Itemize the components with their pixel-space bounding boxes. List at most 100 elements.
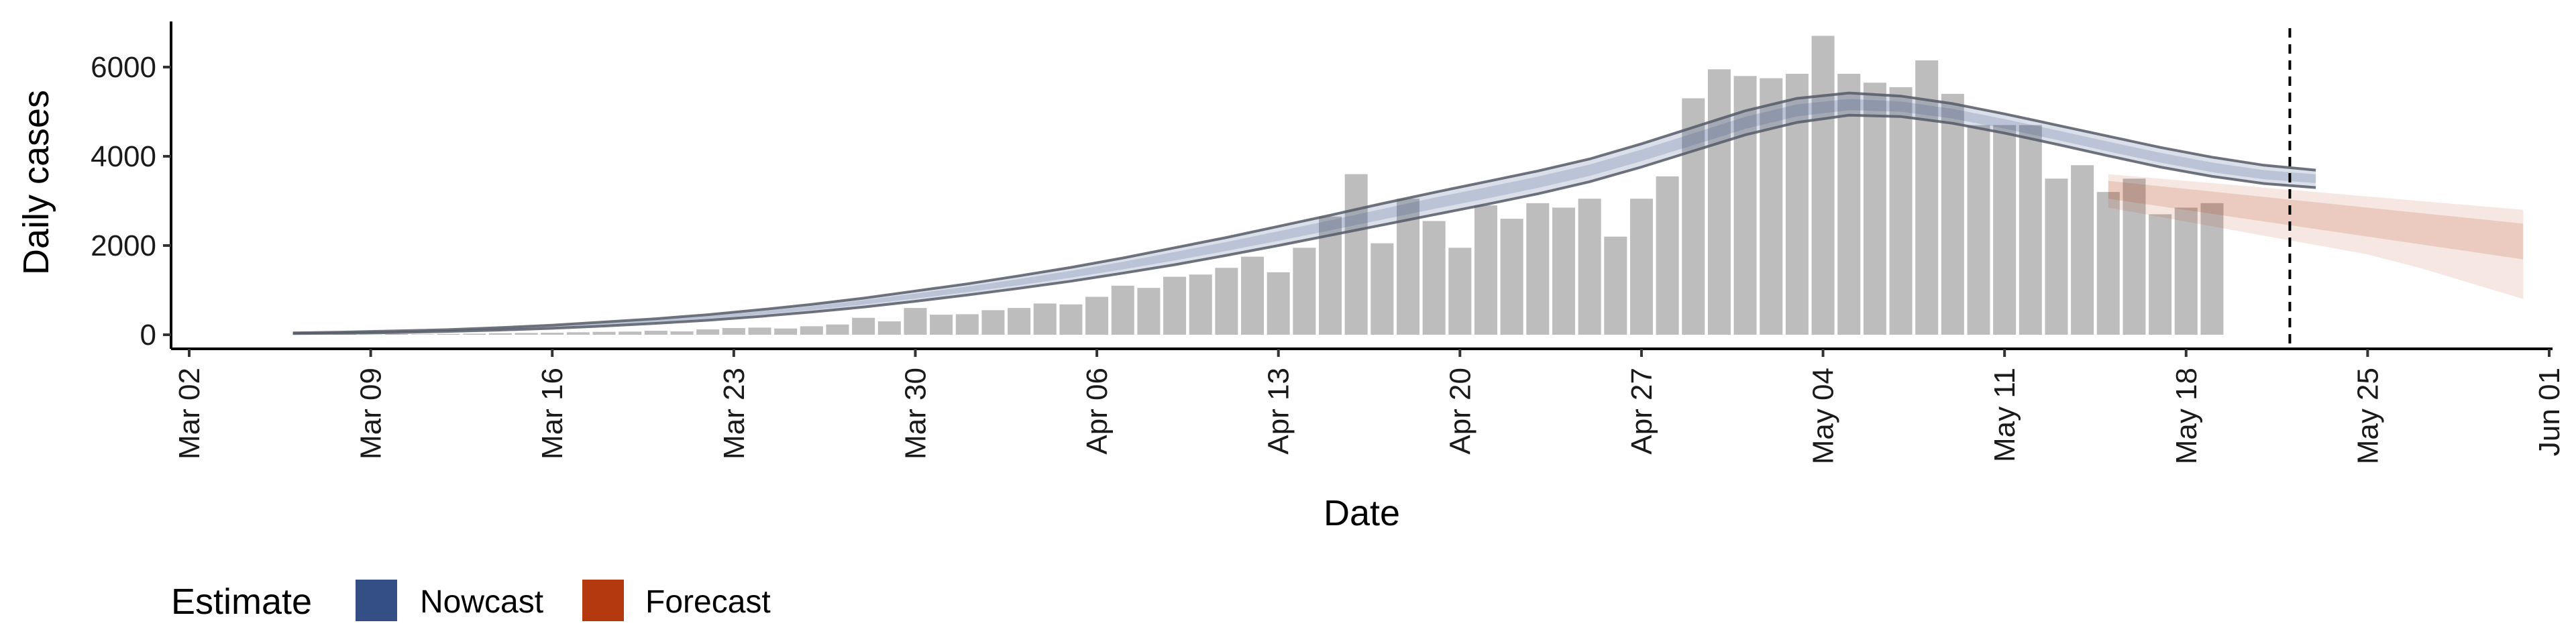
- bar: [1163, 276, 1187, 335]
- bar: [1629, 199, 1653, 335]
- bar: [696, 329, 720, 335]
- legend-title: Estimate: [171, 582, 312, 622]
- y-tick-label: 2000: [91, 229, 156, 262]
- x-tick-label: Jun 01: [2533, 368, 2566, 456]
- bar: [488, 333, 512, 335]
- x-tick-label: Apr 27: [1625, 368, 1658, 455]
- bar: [1967, 125, 1990, 335]
- bar: [2071, 165, 2094, 335]
- legend: Estimate Nowcast Forecast: [171, 580, 771, 622]
- bar: [566, 332, 590, 335]
- bar: [1137, 288, 1161, 335]
- x-tick-label: May 11: [1988, 368, 2021, 462]
- legend-label-forecast: Forecast: [645, 584, 771, 620]
- bars-layer: [333, 36, 2224, 335]
- bar: [1033, 303, 1057, 335]
- bar: [1760, 78, 1783, 335]
- bar: [981, 310, 1005, 335]
- bar: [1344, 174, 1368, 335]
- axes-layer: 0 2000 4000 6000 Mar 02 Mar 09 Mar 16 Mar 23 Mar…: [91, 21, 2566, 464]
- legend-swatch-forecast: [582, 580, 624, 621]
- bar: [1448, 248, 1472, 335]
- forecast-layer: [2108, 174, 2524, 299]
- y-axis-title: Daily cases: [16, 90, 56, 275]
- bar: [1111, 285, 1134, 335]
- bar: [2123, 178, 2146, 335]
- bar: [2045, 178, 2068, 335]
- legend-swatch-nowcast: [356, 580, 397, 621]
- nowcast-lower-line: [292, 113, 2316, 335]
- bar: [2174, 207, 2198, 335]
- bar: [1915, 60, 1939, 335]
- bar: [2096, 192, 2120, 335]
- bar: [930, 315, 953, 335]
- bar: [592, 331, 616, 335]
- x-tick-label: Mar 30: [900, 368, 932, 460]
- bar: [955, 314, 979, 335]
- x-tick-label: Apr 20: [1444, 368, 1477, 455]
- forecast-band-50: [2108, 180, 2524, 260]
- bar: [1889, 87, 1913, 335]
- bar: [1578, 199, 1601, 335]
- bar: [1059, 304, 1083, 335]
- bar: [1604, 236, 1627, 335]
- bar: [411, 334, 434, 335]
- x-axis-title: Date: [1324, 493, 1400, 533]
- x-tick-label: May 25: [2351, 368, 2384, 464]
- legend-label-nowcast: Nowcast: [420, 584, 543, 620]
- bar: [722, 328, 745, 335]
- bar: [1785, 73, 1809, 335]
- bar: [619, 331, 642, 335]
- bar: [670, 331, 694, 335]
- bar: [1733, 76, 1757, 335]
- y-tick-label: 0: [140, 319, 156, 352]
- bar: [748, 327, 771, 335]
- bar: [1215, 268, 1238, 335]
- x-tick-label: Mar 09: [355, 368, 388, 460]
- bar: [826, 324, 849, 335]
- bar: [774, 328, 798, 335]
- bar: [1267, 272, 1290, 335]
- bar: [852, 317, 875, 335]
- x-tick-label: Mar 16: [536, 368, 569, 460]
- bar: [904, 308, 927, 335]
- x-tick-label: May 18: [2170, 368, 2203, 464]
- bar: [1941, 93, 1964, 335]
- bar: [2019, 125, 2042, 335]
- x-tick-label: Mar 23: [718, 368, 751, 460]
- y-tick-label: 4000: [91, 140, 156, 173]
- bar: [1474, 205, 1497, 335]
- bar: [541, 333, 564, 335]
- nowcast-layer: [292, 91, 2316, 335]
- y-tick-label: 6000: [91, 51, 156, 84]
- bar: [385, 334, 409, 335]
- bar: [644, 331, 667, 335]
- nowcast-upper-line: [292, 91, 2316, 335]
- bar: [1189, 274, 1212, 335]
- x-tick-label: Apr 06: [1081, 368, 1114, 455]
- bar: [1552, 207, 1575, 335]
- forecast-band-90: [2108, 174, 2524, 299]
- bar: [1682, 98, 1705, 335]
- bar: [2149, 214, 2172, 335]
- bar: [800, 326, 823, 335]
- x-tick-label: Mar 02: [173, 368, 206, 460]
- bar: [437, 333, 460, 335]
- bar: [1993, 125, 2017, 335]
- bar: [1085, 297, 1109, 335]
- bar: [463, 333, 486, 335]
- bar: [877, 321, 901, 335]
- x-tick-label: May 04: [1807, 368, 1840, 464]
- bar: [1241, 256, 1265, 335]
- bar: [2200, 203, 2224, 335]
- bar: [515, 333, 538, 335]
- bar: [1811, 36, 1835, 335]
- bar: [1008, 308, 1031, 335]
- bar: [1526, 203, 1550, 335]
- x-tick-label: Apr 13: [1263, 368, 1295, 455]
- bar: [1422, 221, 1446, 335]
- bar: [1656, 176, 1679, 335]
- bar: [1293, 248, 1316, 335]
- bar: [1371, 243, 1394, 335]
